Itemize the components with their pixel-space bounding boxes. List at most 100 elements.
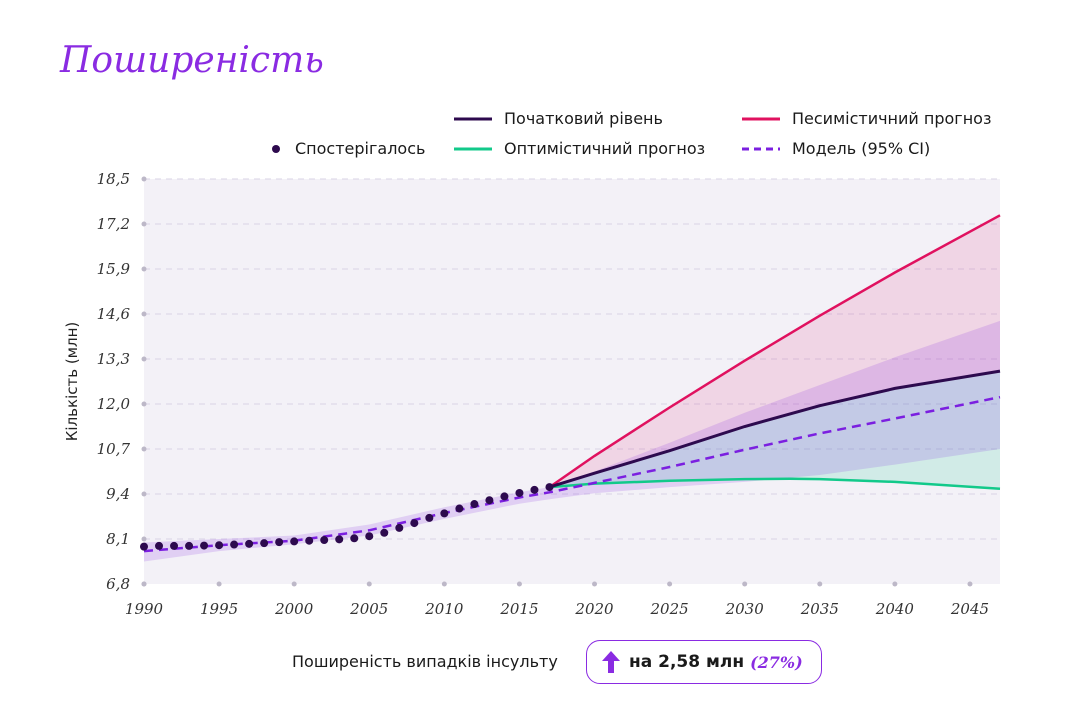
- observed-point: [155, 541, 164, 550]
- x-tick-dot: [967, 581, 973, 587]
- x-tick-dot: [441, 581, 447, 587]
- change-badge: на 2,58 млн (27%): [586, 640, 822, 684]
- legend-pessimistic-label: Песимістичний прогноз: [792, 109, 992, 128]
- x-tick-dot: [141, 581, 147, 587]
- observed-dot-swatch: [272, 144, 280, 153]
- x-tick-label: 2025: [650, 600, 689, 618]
- observed-point: [290, 537, 299, 546]
- observed-point: [260, 539, 269, 548]
- x-tick-label: 2030: [725, 600, 765, 618]
- x-tick-label: 2000: [274, 600, 314, 618]
- y-tick-dot: [141, 536, 147, 542]
- observed-point: [245, 539, 254, 548]
- y-tick-label: 9,4: [106, 485, 130, 503]
- legend-observed[interactable]: Спостерігалось: [271, 139, 425, 158]
- observed-point: [425, 513, 434, 522]
- plot-background: [144, 179, 1000, 584]
- x-tick-dot: [291, 581, 297, 587]
- observed-point: [395, 523, 404, 532]
- optimistic-line-swatch: [454, 147, 492, 150]
- change-percent: (27%): [750, 652, 803, 672]
- model-ci-band: [144, 320, 1000, 562]
- y-tick-label: 13,3: [97, 350, 130, 368]
- footer-label: Поширеність випадків інсульту: [292, 652, 558, 671]
- y-tick-label: 8,1: [106, 530, 130, 548]
- legend-pessimistic[interactable]: Песимістичний прогноз: [742, 109, 991, 128]
- pessimistic-band: [549, 215, 1000, 488]
- x-tick-label: 2040: [875, 600, 915, 618]
- optimistic-band: [549, 371, 1000, 489]
- x-tick-label: 1990: [125, 600, 164, 618]
- x-tick-label: 2035: [800, 600, 839, 618]
- legend-model[interactable]: Модель (95% CI): [742, 139, 930, 158]
- change-amount: на 2,58 млн: [629, 652, 745, 672]
- y-tick-label: 6,8: [106, 575, 130, 593]
- observed-point: [410, 519, 419, 528]
- observed-point: [140, 542, 148, 551]
- x-tick-dot: [216, 581, 222, 587]
- legend-baseline[interactable]: Початковий рівень: [454, 109, 663, 128]
- x-tick-label: 2010: [424, 600, 464, 618]
- x-tick-dot: [817, 581, 823, 587]
- x-tick-label: 2015: [499, 600, 538, 618]
- x-tick-dot: [742, 581, 748, 587]
- y-tick-dot: [141, 356, 147, 362]
- x-tick-dot: [667, 581, 673, 587]
- y-tick-label: 18,5: [97, 170, 130, 188]
- y-tick-label: 15,9: [97, 260, 131, 278]
- y-tick-label: 10,7: [97, 440, 131, 458]
- x-tick-dot: [366, 581, 372, 587]
- observed-point: [530, 485, 539, 494]
- observed-point: [515, 488, 524, 497]
- page-title: Поширеність: [60, 40, 324, 81]
- y-tick-dot: [141, 176, 147, 182]
- arrow-up-icon: [602, 651, 620, 673]
- pessimistic-line-swatch: [742, 117, 780, 120]
- legend-baseline-label: Початковий рівень: [504, 109, 663, 128]
- y-tick-dot: [141, 446, 147, 452]
- legend-observed-label: Спостерігалось: [295, 139, 426, 158]
- x-tick-label: 2005: [349, 600, 388, 618]
- observed-point: [350, 534, 359, 543]
- observed-point: [215, 541, 224, 550]
- optimistic-line: [549, 477, 1001, 491]
- observed-point: [455, 504, 464, 513]
- observed-point: [365, 532, 374, 541]
- x-tick-label: 1995: [200, 600, 238, 618]
- observed-point: [500, 492, 509, 501]
- legend-model-label: Модель (95% CI): [792, 139, 931, 158]
- y-tick-dot: [141, 221, 147, 227]
- prevalence-chart: 6,8 8,1 9,4 10,7 12,0 13,3 14,6 15,9 17,2 18,5 199…: [63, 170, 1001, 618]
- observed-point: [485, 496, 494, 505]
- observed-point: [185, 541, 194, 550]
- baseline-line-swatch: [454, 117, 492, 120]
- observed-point: [320, 536, 329, 545]
- baseline-line: [549, 369, 1001, 489]
- x-tick-label: 2045: [950, 600, 989, 618]
- y-tick-dot: [141, 311, 147, 317]
- observed-point: [200, 541, 209, 550]
- y-tick-label: 17,2: [97, 215, 130, 233]
- x-tick-dot: [592, 581, 598, 587]
- y-tick-dot: [141, 401, 147, 407]
- y-axis-label: Кількість (млн): [63, 322, 81, 441]
- observed-point: [335, 535, 344, 544]
- x-tick-label: 2020: [574, 600, 614, 618]
- x-tick-dot: [516, 581, 522, 587]
- observed-point: [470, 500, 479, 509]
- legend-optimistic[interactable]: Оптимістичний прогноз: [454, 139, 705, 158]
- observed-point: [305, 536, 314, 545]
- observed-point: [440, 509, 449, 518]
- y-tick-dot: [141, 491, 147, 497]
- observed-point: [230, 540, 239, 549]
- observed-point: [545, 483, 554, 492]
- observed-point: [275, 538, 284, 547]
- y-tick-dot: [141, 266, 147, 272]
- x-tick-dot: [892, 581, 898, 587]
- y-tick-label: 14,6: [97, 305, 131, 323]
- observed-point: [380, 528, 389, 537]
- model-dashed-swatch: [742, 147, 780, 150]
- pessimistic-line: [548, 214, 1001, 489]
- observed-point: [170, 541, 179, 550]
- legend-optimistic-label: Оптимістичний прогноз: [504, 139, 706, 158]
